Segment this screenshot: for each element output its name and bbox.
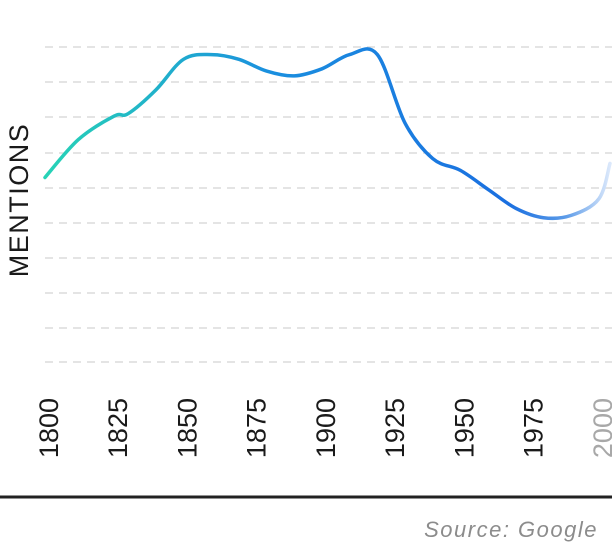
series-line: [43, 47, 612, 221]
x-tick-2000: 2000: [588, 398, 612, 458]
x-tick-1900: 1900: [311, 398, 341, 458]
x-tick-1950: 1950: [449, 398, 479, 458]
x-tick-1975: 1975: [519, 398, 549, 458]
y-axis-label: MENTIONS: [4, 123, 34, 278]
grid-lines: [45, 46, 612, 363]
source-note: Source: Google: [424, 517, 598, 542]
x-tick-1925: 1925: [380, 398, 410, 458]
x-tick-1850: 1850: [173, 398, 203, 458]
x-tick-1875: 1875: [242, 398, 272, 458]
x-tick-1800: 1800: [34, 398, 64, 458]
x-axis-ticks: 1800 1825 1850 1875 1900 1925 1950 1975 2000: [34, 398, 612, 458]
x-tick-1825: 1825: [103, 398, 133, 458]
